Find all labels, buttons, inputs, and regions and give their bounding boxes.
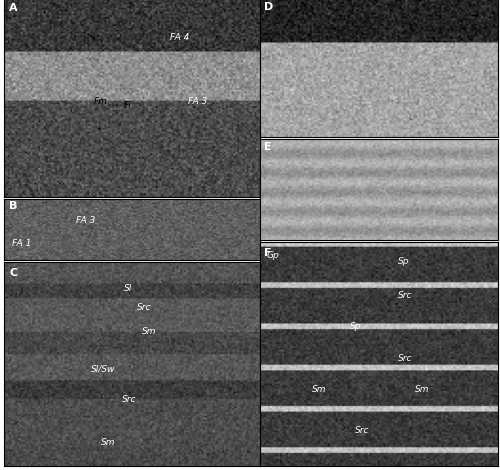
Text: FA 3: FA 3	[76, 216, 95, 225]
Text: FA 4: FA 4	[170, 33, 190, 42]
Text: Src: Src	[355, 426, 370, 435]
Text: Sp: Sp	[350, 322, 362, 331]
Text: B: B	[9, 201, 18, 211]
Text: Src: Src	[398, 291, 412, 300]
Text: Src: Src	[122, 395, 136, 404]
Text: Src: Src	[398, 354, 412, 363]
Text: Sp: Sp	[398, 257, 409, 266]
Text: C: C	[9, 268, 17, 278]
Text: Sm: Sm	[142, 327, 156, 336]
Text: E: E	[264, 141, 272, 152]
Text: Sl: Sl	[124, 284, 132, 293]
Text: Gp: Gp	[266, 251, 280, 259]
Text: D: D	[264, 2, 274, 12]
Text: A: A	[9, 3, 18, 13]
Text: FA 3: FA 3	[188, 97, 208, 106]
Text: Sm: Sm	[101, 438, 116, 446]
Text: Sm: Sm	[414, 385, 429, 394]
Text: Fm: Fm	[94, 97, 108, 106]
Text: Fl: Fl	[124, 101, 132, 110]
Text: F: F	[264, 248, 272, 259]
Text: Src: Src	[137, 303, 152, 312]
Text: Sm: Sm	[312, 385, 326, 394]
Text: Sl/Sw: Sl/Sw	[91, 364, 115, 373]
Text: FA 1: FA 1	[12, 239, 31, 248]
